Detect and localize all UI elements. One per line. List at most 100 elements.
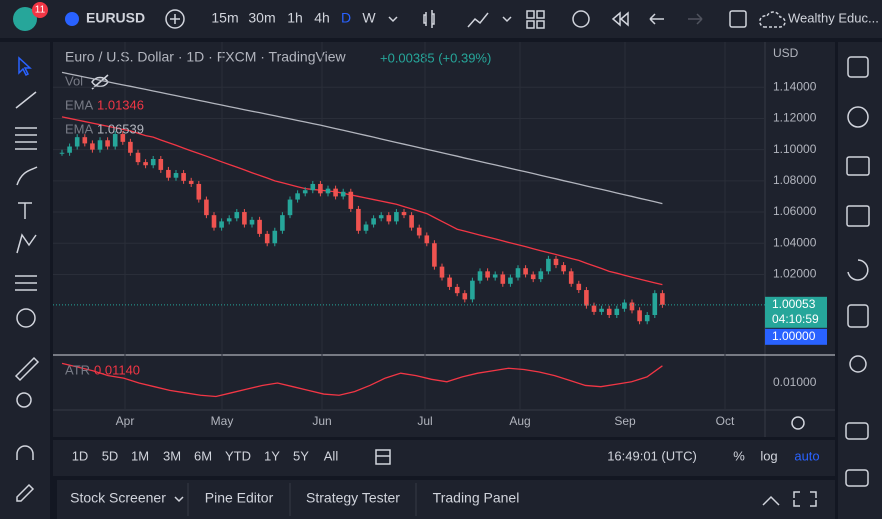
interval[interactable]: D	[341, 10, 351, 26]
candle	[234, 212, 240, 219]
zoom-tool[interactable]	[16, 392, 32, 408]
range-button[interactable]: 3M	[163, 448, 181, 463]
streams-icon[interactable]	[845, 469, 869, 487]
candle	[356, 208, 361, 231]
range-bar	[53, 440, 835, 476]
x-tick-label: Oct	[716, 414, 735, 428]
candle	[538, 271, 544, 280]
candle	[272, 230, 278, 244]
logo[interactable]	[13, 7, 37, 31]
indicator-value: 1.01346	[97, 97, 144, 112]
currency[interactable]: USD	[773, 46, 799, 60]
chevron[interactable]	[174, 496, 184, 503]
candle	[584, 290, 589, 306]
range-button[interactable]: 5Y	[293, 448, 309, 463]
panel-controls[interactable]	[762, 491, 817, 507]
line-tool[interactable]	[15, 91, 37, 109]
y-tick-label: 1.04000	[773, 235, 817, 249]
candle	[378, 215, 384, 219]
badge	[32, 2, 48, 18]
calendar-icon[interactable]	[847, 304, 869, 328]
range-button[interactable]: 6M	[194, 448, 212, 463]
candle	[280, 215, 285, 231]
scale-option[interactable]: %	[733, 448, 745, 463]
date-range-icon[interactable]	[375, 449, 391, 465]
replay-icon[interactable]	[611, 11, 629, 27]
fib-tool[interactable]	[15, 127, 37, 150]
layout-name[interactable]: Wealthy Educ...	[788, 10, 879, 25]
bottom-tab[interactable]: Pine Editor	[205, 490, 274, 506]
symbol[interactable]: EURUSD	[86, 10, 145, 26]
price-change: +0.00385 (+0.39%)	[380, 50, 491, 65]
redo-icon[interactable]	[688, 13, 703, 25]
ideas-icon[interactable]	[849, 355, 867, 373]
candle	[447, 277, 452, 287]
candle	[302, 190, 308, 194]
top-toolbar	[0, 0, 882, 38]
ema-line	[61, 116, 663, 286]
interval[interactable]: 15m	[211, 10, 238, 26]
range-button[interactable]: All	[324, 448, 339, 463]
magnet-tool[interactable]	[16, 445, 34, 460]
scale-option[interactable]: auto	[794, 448, 819, 463]
settings-icon[interactable]	[791, 416, 805, 430]
interval[interactable]: 4h	[314, 10, 330, 26]
bottom-tab[interactable]: Stock Screener	[70, 490, 166, 506]
range-button[interactable]: 5D	[102, 448, 119, 463]
measure-tool[interactable]	[14, 356, 40, 382]
alerts-icon[interactable]	[847, 106, 869, 128]
alert-icon[interactable]	[572, 10, 590, 28]
add-symbol[interactable]	[165, 9, 185, 29]
prediction-tool[interactable]	[15, 275, 37, 291]
watchlist-icon[interactable]	[847, 56, 869, 78]
candle	[135, 152, 141, 163]
undo-icon[interactable]	[649, 13, 664, 25]
brush-tool[interactable]	[16, 166, 38, 186]
x-tick-label: Jul	[417, 414, 432, 428]
lock-tool[interactable]	[16, 483, 35, 502]
candle	[523, 268, 528, 275]
bottom-tab[interactable]: Trading Panel	[433, 490, 520, 506]
chart-type-icon[interactable]	[423, 10, 435, 28]
layout-icon[interactable]	[526, 10, 545, 29]
range-button[interactable]: 1Y	[264, 448, 280, 463]
candle	[432, 243, 437, 267]
candle	[348, 191, 354, 209]
fullscreen-icon[interactable]	[729, 10, 747, 28]
candle	[59, 152, 65, 154]
pattern-tool[interactable]	[16, 233, 37, 254]
interval[interactable]: 30m	[248, 10, 275, 26]
candle	[660, 293, 665, 305]
chevron[interactable]	[502, 16, 512, 23]
icons-tool[interactable]	[16, 308, 36, 328]
news-icon[interactable]	[846, 156, 870, 176]
candle	[409, 215, 414, 228]
interval[interactable]: 1h	[287, 10, 303, 26]
cursor-tool[interactable]	[18, 56, 32, 77]
candle	[530, 274, 536, 280]
range-button[interactable]: 1M	[131, 448, 149, 463]
data-window-icon[interactable]	[847, 259, 869, 281]
interval[interactable]: W	[362, 10, 376, 26]
ema-line	[61, 71, 663, 205]
candle	[249, 219, 255, 225]
text-tool[interactable]	[18, 202, 32, 219]
bottom-tab[interactable]: Strategy Tester	[306, 490, 400, 506]
atr-tick-label: 0.01000	[773, 375, 817, 389]
chevron[interactable]	[388, 16, 398, 23]
range-button[interactable]: YTD	[225, 448, 251, 463]
price-line-label: 1.00000	[772, 329, 816, 343]
cloud-icon[interactable]	[759, 11, 786, 28]
chats-icon[interactable]	[845, 422, 869, 440]
candle	[515, 268, 521, 278]
scale-option[interactable]: log	[760, 448, 777, 463]
chart-title: Euro / U.S. Dollar · 1D · FXCM · Trading…	[65, 49, 346, 65]
indicators-icon[interactable]	[467, 12, 489, 28]
candle	[257, 219, 262, 234]
hotlist-icon[interactable]	[846, 205, 870, 227]
range-button[interactable]: 1D	[72, 448, 89, 463]
y-tick-label: 1.08000	[773, 173, 817, 187]
candle	[143, 162, 148, 166]
price-line-box	[765, 328, 827, 345]
